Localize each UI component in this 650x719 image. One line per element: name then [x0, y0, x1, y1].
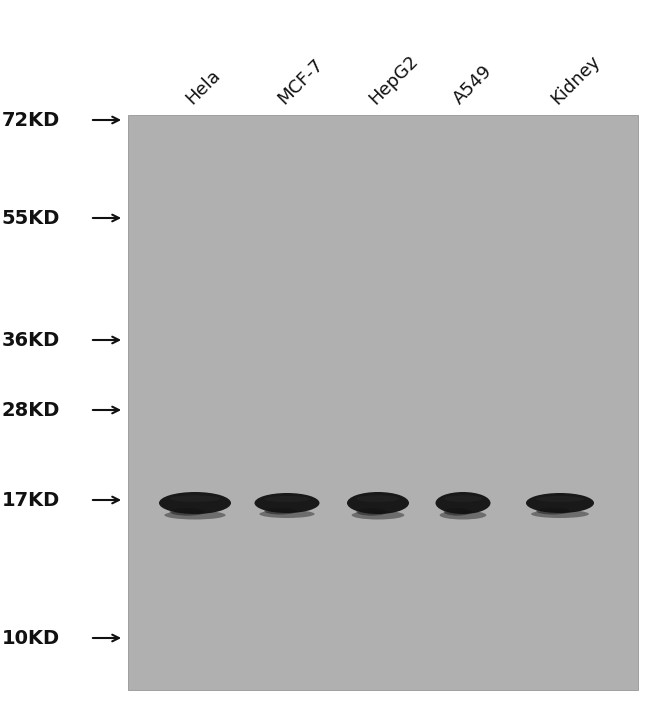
Text: 28KD: 28KD	[1, 400, 60, 419]
Ellipse shape	[526, 493, 594, 513]
Text: 17KD: 17KD	[2, 490, 60, 510]
Text: 36KD: 36KD	[2, 331, 60, 349]
Ellipse shape	[159, 492, 231, 514]
Ellipse shape	[265, 496, 310, 502]
Text: HepG2: HepG2	[365, 52, 421, 108]
Text: 55KD: 55KD	[1, 209, 60, 227]
Text: A549: A549	[450, 62, 496, 108]
Text: MCF-7: MCF-7	[274, 55, 327, 108]
Ellipse shape	[259, 510, 315, 518]
Ellipse shape	[265, 508, 297, 515]
Ellipse shape	[444, 495, 482, 502]
Text: Kidney: Kidney	[547, 52, 603, 108]
Ellipse shape	[347, 492, 409, 514]
Text: 72KD: 72KD	[2, 111, 60, 129]
Ellipse shape	[531, 510, 589, 518]
Text: Hela: Hela	[182, 66, 224, 108]
Ellipse shape	[170, 495, 220, 502]
Ellipse shape	[170, 508, 206, 516]
Ellipse shape	[536, 508, 570, 515]
Ellipse shape	[164, 510, 226, 520]
Ellipse shape	[255, 493, 320, 513]
Ellipse shape	[439, 510, 486, 520]
Bar	[128, 115, 638, 690]
Ellipse shape	[444, 508, 471, 516]
Ellipse shape	[536, 496, 584, 502]
Ellipse shape	[436, 492, 491, 514]
Text: 10KD: 10KD	[2, 628, 60, 648]
Ellipse shape	[356, 495, 400, 502]
Ellipse shape	[356, 508, 387, 516]
Ellipse shape	[352, 510, 404, 520]
